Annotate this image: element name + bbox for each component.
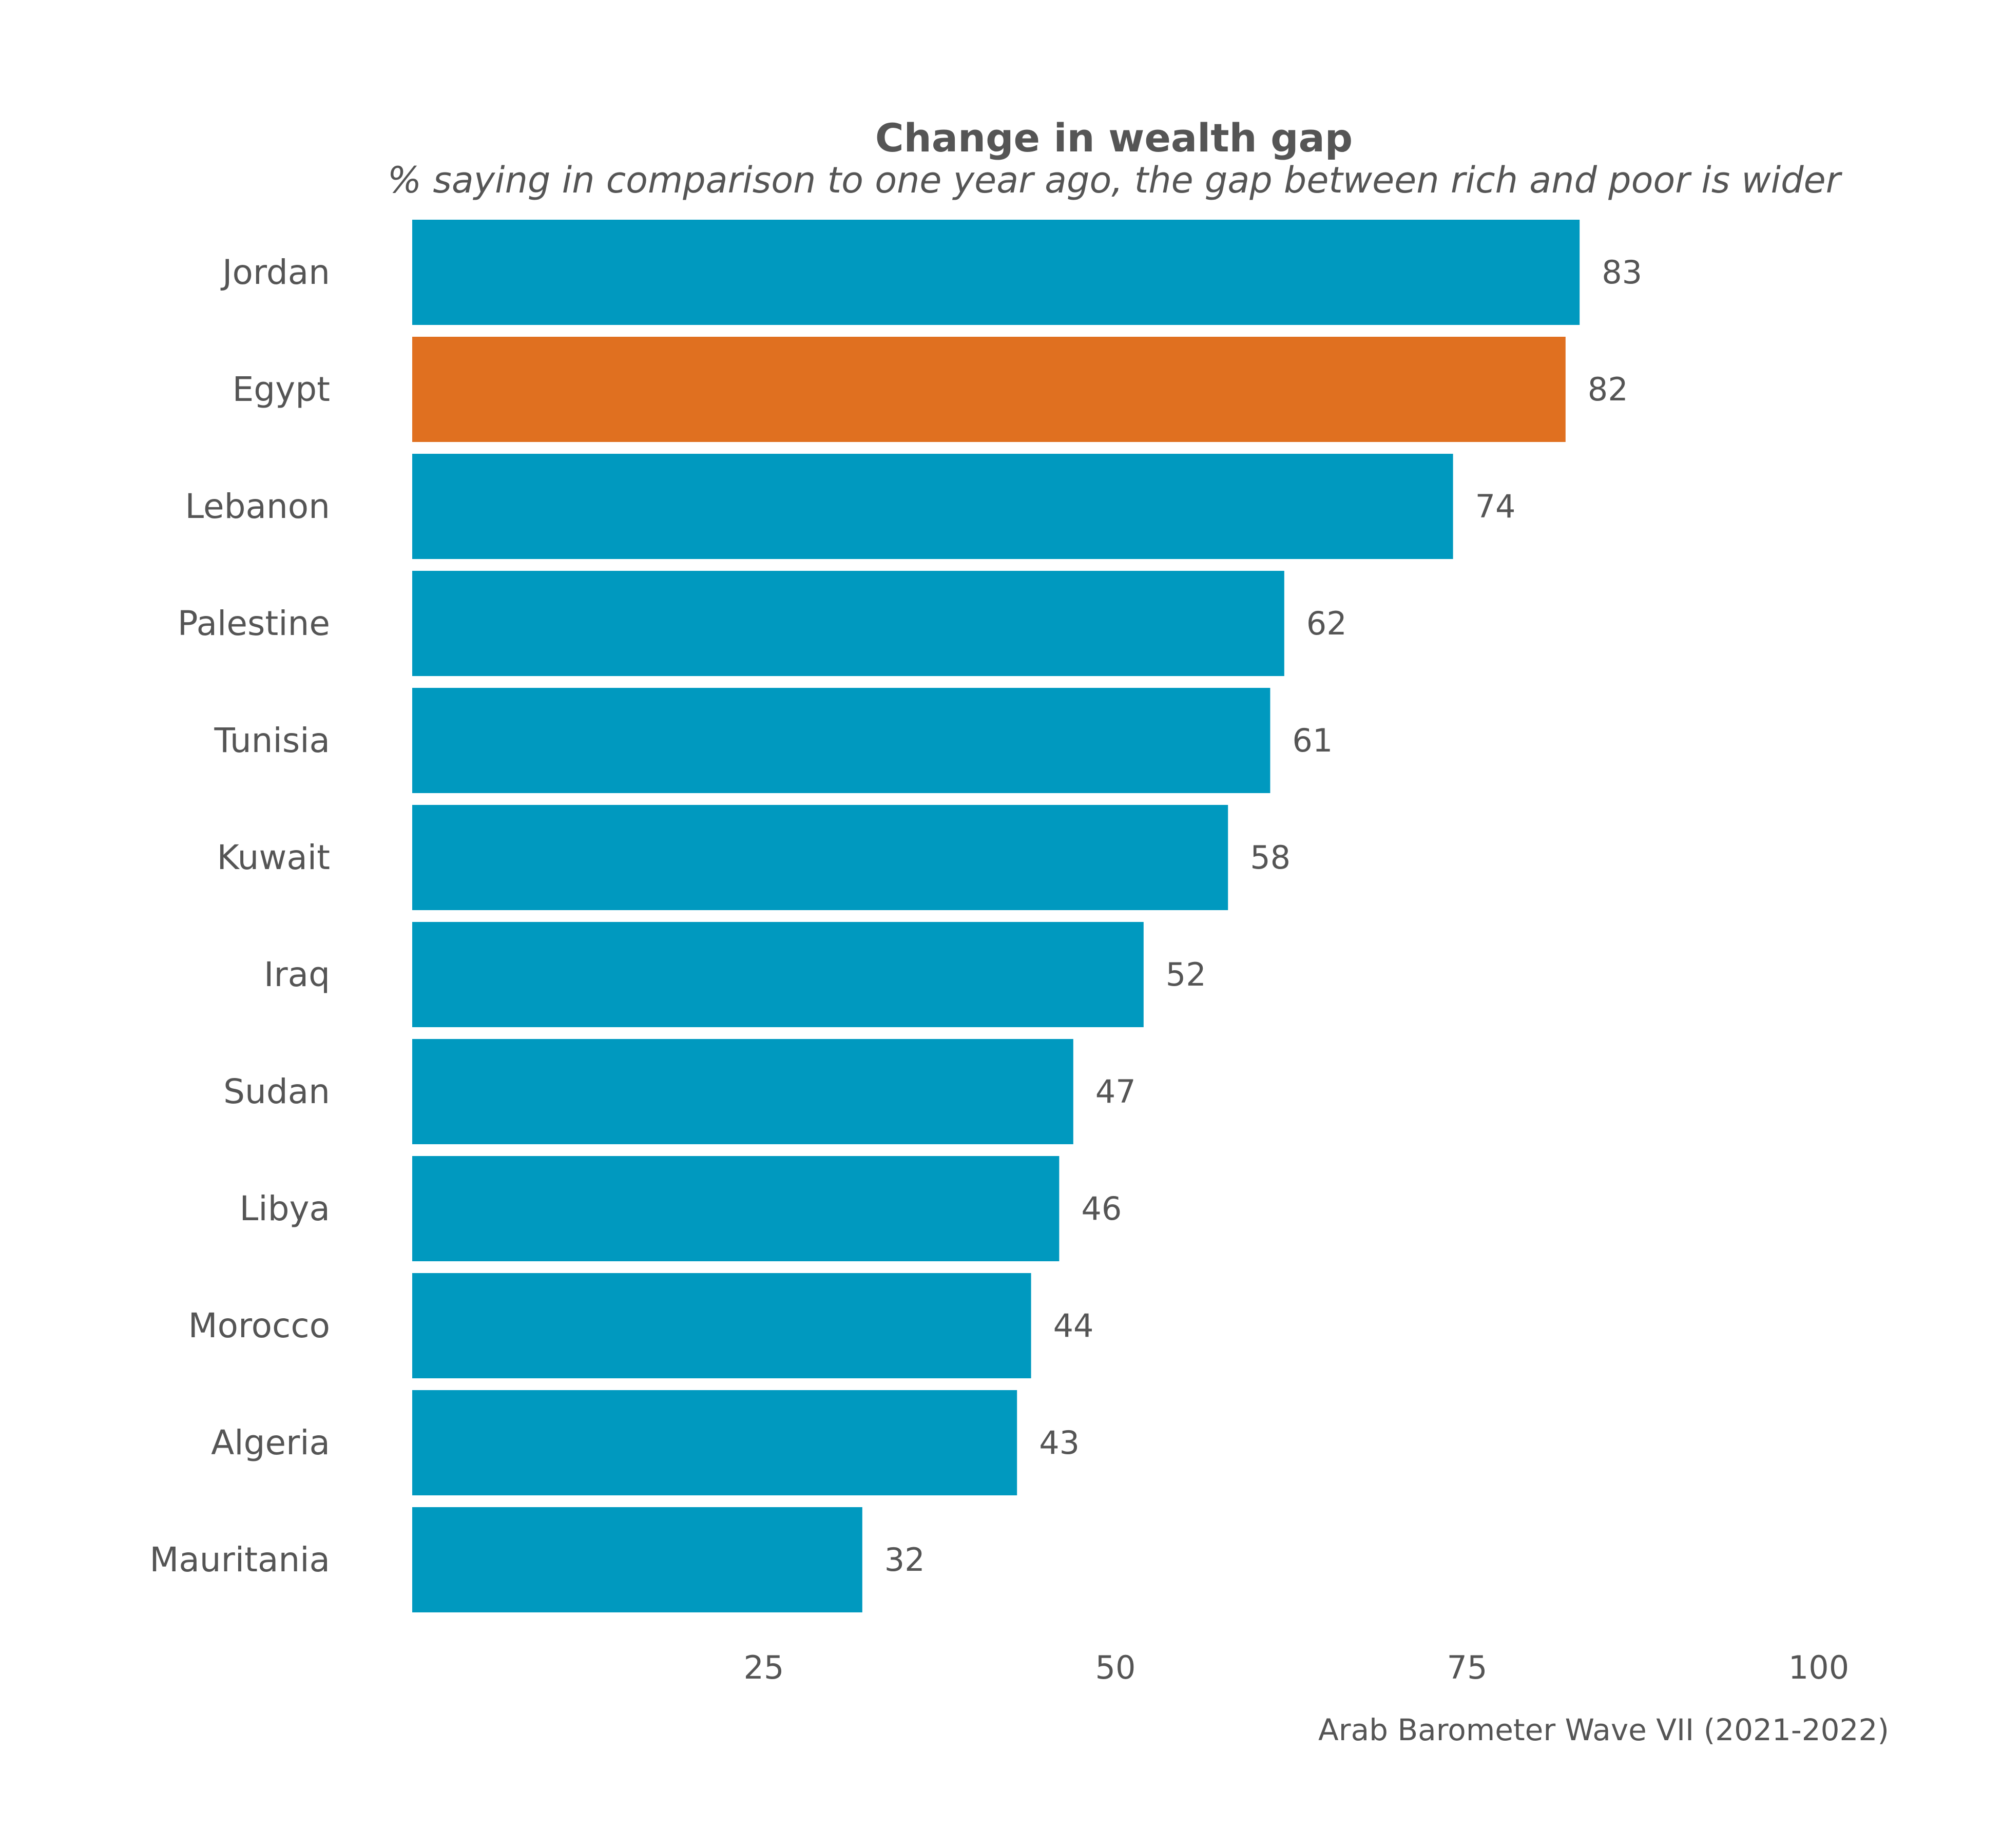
value-label-egypt: 82 xyxy=(1588,371,1628,408)
category-label-lebanon: Lebanon xyxy=(185,487,330,526)
category-label-jordan: Jordan xyxy=(220,253,330,292)
value-label-lebanon: 74 xyxy=(1475,488,1516,525)
category-label-mauritania: Mauritania xyxy=(149,1540,330,1580)
value-label-mauritania: 32 xyxy=(884,1541,925,1578)
value-label-tunisia: 61 xyxy=(1292,722,1333,759)
value-label-algeria: 43 xyxy=(1039,1424,1080,1461)
bar-mauritania xyxy=(412,1507,862,1612)
bar-jordan xyxy=(412,220,1580,325)
value-label-kuwait: 58 xyxy=(1250,839,1291,876)
bar-kuwait xyxy=(412,805,1228,910)
chart-subtitle: % saying in comparison to one year ago, … xyxy=(388,159,1843,201)
value-label-libya: 46 xyxy=(1081,1190,1122,1227)
category-label-egypt: Egypt xyxy=(233,370,330,409)
category-label-morocco: Morocco xyxy=(188,1306,330,1345)
value-label-iraq: 52 xyxy=(1166,956,1206,993)
value-label-morocco: 44 xyxy=(1053,1307,1094,1344)
category-label-iraq: Iraq xyxy=(264,955,330,994)
x-axis-ticks: 25 50 75 100 xyxy=(744,1649,1850,1686)
value-label-sudan: 47 xyxy=(1095,1073,1136,1110)
category-label-sudan: Sudan xyxy=(223,1072,330,1111)
category-label-libya: Libya xyxy=(239,1189,330,1228)
bar-egypt xyxy=(412,337,1566,442)
chart-title: Change in wealth gap xyxy=(875,115,1353,161)
bar-libya xyxy=(412,1156,1060,1261)
x-tick-label-25: 25 xyxy=(744,1649,784,1686)
bar-algeria xyxy=(412,1390,1017,1495)
bar-iraq xyxy=(412,922,1144,1027)
bar-sudan xyxy=(412,1039,1073,1144)
chart-caption: Arab Barometer Wave VII (2021-2022) xyxy=(1318,1712,1889,1747)
value-label-palestine: 62 xyxy=(1306,605,1347,642)
category-label-algeria: Algeria xyxy=(211,1423,330,1462)
x-tick-label-75: 75 xyxy=(1447,1649,1488,1686)
bar-lebanon xyxy=(412,454,1453,559)
bars-group xyxy=(412,220,1580,1612)
value-label-jordan: 83 xyxy=(1602,254,1642,291)
category-label-kuwait: Kuwait xyxy=(217,838,330,877)
category-label-tunisia: Tunisia xyxy=(214,721,330,760)
category-label-palestine: Palestine xyxy=(178,604,330,643)
value-labels: 83 82 74 62 61 58 52 47 46 44 43 32 xyxy=(884,254,1642,1578)
x-tick-label-50: 50 xyxy=(1095,1649,1136,1686)
x-tick-label-100: 100 xyxy=(1788,1649,1849,1686)
bar-tunisia xyxy=(412,688,1270,793)
category-labels: Jordan Egypt Lebanon Palestine Tunisia Kuwait… xyxy=(149,253,330,1580)
bar-morocco xyxy=(412,1273,1031,1378)
bar-palestine xyxy=(412,571,1284,676)
